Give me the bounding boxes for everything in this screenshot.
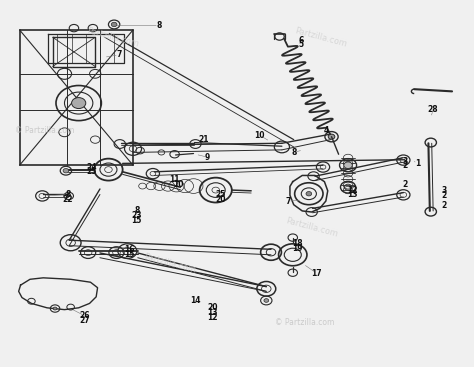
Text: 1: 1	[415, 159, 420, 168]
Text: 18: 18	[292, 239, 303, 248]
Text: 13: 13	[347, 190, 358, 199]
Text: 11: 11	[169, 175, 180, 184]
Text: 20: 20	[215, 195, 226, 204]
Circle shape	[53, 307, 57, 310]
Text: 7: 7	[285, 197, 291, 206]
Text: 6: 6	[298, 36, 303, 45]
Text: 8: 8	[156, 21, 162, 30]
Text: 17: 17	[311, 269, 322, 277]
Text: 22: 22	[63, 195, 73, 204]
Text: 2: 2	[402, 161, 407, 170]
Text: 4: 4	[323, 126, 328, 135]
Text: 19: 19	[292, 244, 303, 253]
Text: © Partzilla.com: © Partzilla.com	[275, 318, 334, 327]
Text: 12: 12	[347, 186, 358, 195]
Text: 24: 24	[87, 163, 97, 171]
Text: 3: 3	[441, 186, 447, 195]
Text: Partzilla.com: Partzilla.com	[86, 26, 140, 48]
Text: 23: 23	[132, 211, 142, 220]
Text: Partzilla.com: Partzilla.com	[284, 216, 338, 239]
Text: 15: 15	[132, 216, 142, 225]
Text: 10: 10	[173, 180, 183, 189]
Text: 7: 7	[116, 50, 121, 59]
Text: 8: 8	[291, 148, 296, 157]
Circle shape	[328, 134, 335, 139]
Circle shape	[264, 299, 269, 302]
Text: 2: 2	[441, 201, 447, 210]
Text: 14: 14	[190, 296, 201, 305]
Text: 28: 28	[428, 105, 438, 114]
Text: 15: 15	[124, 250, 135, 259]
Text: 5: 5	[298, 40, 303, 50]
Text: 8: 8	[134, 206, 139, 215]
Text: 21: 21	[199, 135, 209, 144]
Text: 12: 12	[207, 313, 218, 322]
Text: 25: 25	[215, 190, 226, 199]
Text: 8: 8	[65, 190, 71, 199]
Text: Partzilla.com: Partzilla.com	[143, 252, 197, 275]
Text: 13: 13	[207, 308, 218, 317]
Text: © Partzilla.com: © Partzilla.com	[15, 126, 74, 135]
Text: 16: 16	[124, 245, 135, 254]
Circle shape	[344, 162, 352, 168]
Text: 9: 9	[205, 153, 210, 162]
Text: Partzilla.com: Partzilla.com	[294, 26, 348, 48]
Text: 20: 20	[207, 303, 218, 312]
Circle shape	[72, 98, 86, 109]
Circle shape	[63, 168, 69, 173]
Text: 3: 3	[402, 157, 407, 166]
Text: 27: 27	[80, 316, 90, 325]
Text: 25: 25	[87, 167, 97, 176]
Circle shape	[111, 22, 117, 27]
Text: 2: 2	[441, 191, 447, 200]
Text: 10: 10	[255, 131, 265, 140]
Text: 26: 26	[80, 311, 90, 320]
Text: 2: 2	[402, 180, 407, 189]
Circle shape	[306, 192, 312, 196]
